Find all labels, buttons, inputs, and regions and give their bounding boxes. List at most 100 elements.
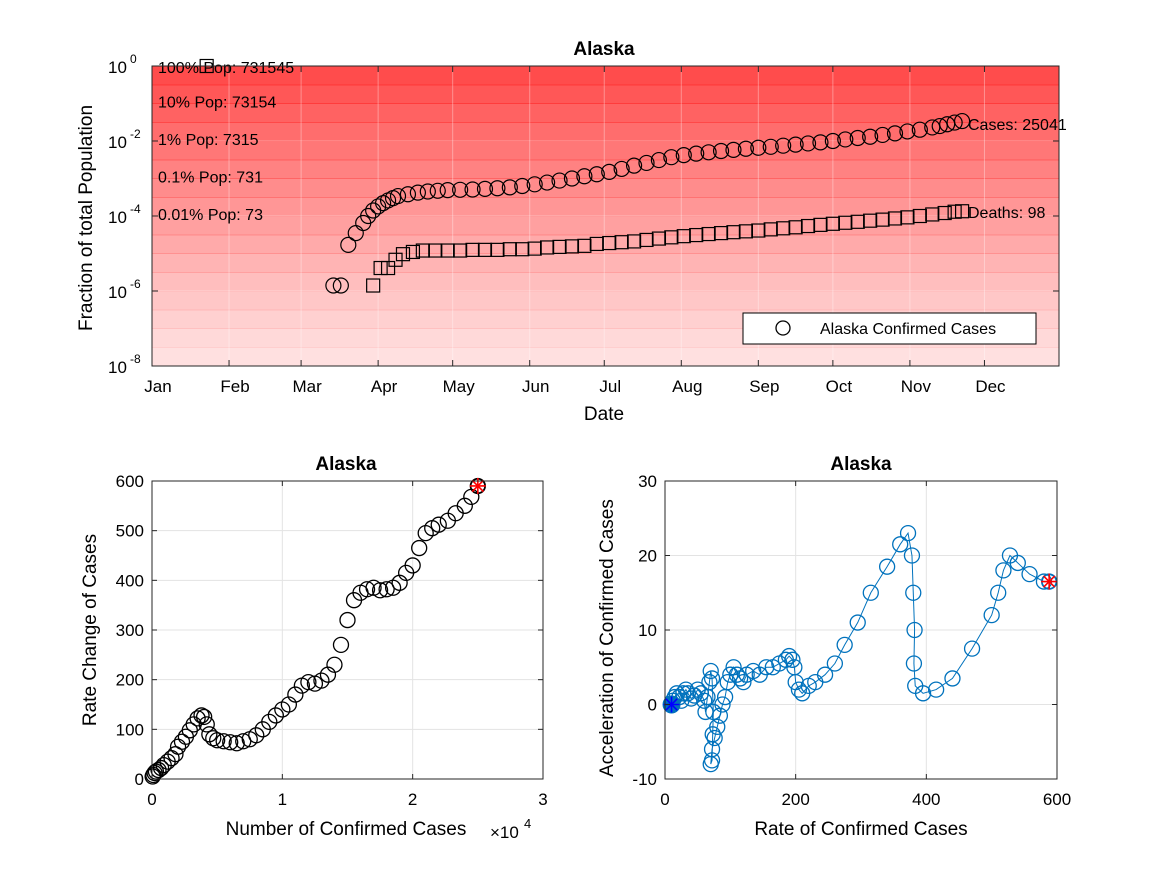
data-point (790, 681, 808, 698)
bottom-left-axes: 0 1 2 3 0 100 200 300 400 500 600 (116, 472, 548, 809)
data-point (905, 655, 923, 672)
data-point (892, 536, 909, 553)
data-point (963, 640, 981, 657)
deaths-point (954, 204, 970, 219)
x-tick-label: 0 (660, 790, 669, 809)
data-point (758, 659, 775, 676)
data-point (914, 685, 932, 702)
population-annotation: 10% Pop: 73154 (158, 95, 276, 112)
cases-point (360, 207, 377, 225)
cases-end-label: Cases: 25041 (968, 117, 1067, 134)
cases-point (750, 139, 767, 156)
bottom-right-title: Alaska (830, 454, 892, 475)
data-point (1009, 554, 1026, 572)
y-tick-label: 500 (116, 522, 144, 541)
y-tick-label: 10 (638, 621, 657, 640)
data-point (169, 738, 187, 755)
cases-point (563, 170, 581, 187)
bottom-right-points (662, 525, 1058, 773)
data-point (150, 761, 167, 779)
data-point (709, 718, 726, 735)
data-point (679, 685, 697, 702)
data-point (222, 734, 239, 751)
data-point (430, 516, 447, 533)
cases-point (340, 236, 357, 253)
data-point (378, 581, 395, 598)
x-tick-label: 200 (781, 790, 809, 809)
bottom-left-chart: 0 1 2 3 0 100 200 300 400 500 600 Alaska Number of… (80, 454, 548, 842)
data-point (780, 647, 798, 665)
band (152, 66, 1059, 86)
cases-point (601, 163, 618, 180)
svg-text:-2: -2 (130, 127, 141, 141)
bottom-left-x-axis-label: Number of Confirmed Cases (226, 819, 467, 840)
data-point (195, 708, 213, 726)
top-chart: 100% Pop: 731545 10% Pop: 73154 1% Pop: 73… (76, 39, 1067, 425)
data-point (983, 606, 1000, 624)
data-point (411, 539, 428, 557)
data-point (878, 558, 896, 575)
cases-point (588, 166, 605, 183)
data-point (313, 672, 330, 689)
population-bands-background (152, 66, 1059, 367)
data-point (198, 716, 215, 733)
data-point (261, 713, 278, 731)
svg-text:0: 0 (130, 52, 137, 66)
bottom-right-y-axis-label: Acceleration of Confirmed Cases (597, 499, 618, 777)
cases-point (712, 142, 730, 160)
cases-point (650, 151, 668, 169)
cases-point (775, 137, 792, 154)
data-point (205, 730, 222, 747)
cases-point (886, 125, 904, 142)
data-point (836, 636, 853, 654)
cases-point (429, 182, 446, 199)
cases-point (476, 180, 494, 197)
series-line (671, 531, 1050, 765)
population-annotation: 0.1% Pop: 731 (158, 170, 263, 187)
cases-point (837, 131, 854, 148)
data-point (703, 670, 721, 687)
x-tick-label: Sep (749, 377, 779, 396)
data-point (703, 741, 721, 758)
legend-label: Alaska Confirmed Cases (820, 321, 996, 338)
last-point-star (1041, 573, 1058, 590)
top-chart-title: Alaska (573, 39, 635, 60)
cases-point (374, 195, 392, 212)
cases-point (489, 180, 506, 197)
data-point (677, 681, 695, 698)
y-tick-label: 10 -2 (108, 127, 141, 152)
data-point (248, 727, 265, 744)
cases-point (452, 181, 469, 198)
data-point (905, 584, 922, 601)
band (152, 216, 1059, 236)
svg-text:-6: -6 (130, 277, 141, 291)
x-tick-label: Apr (371, 377, 398, 396)
data-point (696, 692, 713, 709)
y-tick-label: 10 -4 (108, 202, 141, 227)
top-y-axis-label: Fraction of total Population (76, 105, 97, 331)
cases-point (625, 157, 643, 174)
bottom-right-line (671, 531, 1050, 765)
cases-point (824, 132, 841, 150)
cases-point (638, 154, 655, 172)
deaths-point (937, 205, 952, 221)
x-tick-label: Nov (901, 377, 932, 396)
data-point (365, 579, 382, 596)
cases-point (911, 121, 928, 138)
cases-point (688, 145, 705, 162)
deaths-point (947, 204, 962, 219)
cases-point (514, 177, 531, 195)
bottom-right-x-axis-label: Rate of Confirmed Cases (754, 819, 967, 840)
data-point (326, 656, 343, 673)
cases-point (953, 112, 971, 130)
data-point (167, 746, 184, 763)
cases-point (931, 117, 948, 135)
population-annotations: 100% Pop: 731545 10% Pop: 73154 1% Pop: 73… (158, 60, 294, 224)
x-tick-label: Jun (522, 377, 549, 396)
svg-text:10: 10 (108, 208, 127, 227)
data-point (711, 707, 729, 724)
y-tick-label: 600 (116, 472, 144, 491)
data-point (735, 674, 752, 691)
